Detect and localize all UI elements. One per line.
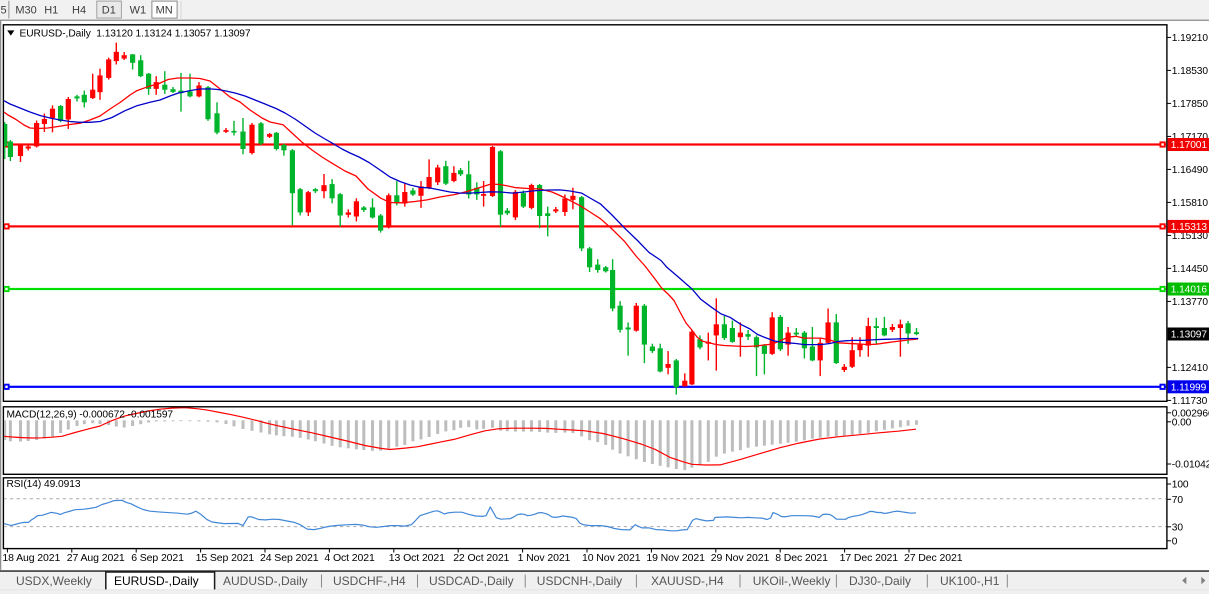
svg-text:0.002966: 0.002966 [1172,409,1209,420]
svg-text:1.17170: 1.17170 [1172,132,1209,143]
svg-text:EURUSD-,Daily: EURUSD-,Daily [114,574,199,588]
svg-text:M30: M30 [15,5,36,17]
svg-text:H4: H4 [72,5,86,17]
svg-text:1.17850: 1.17850 [1172,99,1209,110]
svg-text:1.18530: 1.18530 [1172,66,1209,77]
svg-text:1.16490: 1.16490 [1172,165,1209,176]
svg-text:H1: H1 [44,5,58,17]
svg-text:0: 0 [1172,537,1178,548]
svg-text:15 Sep 2021: 15 Sep 2021 [196,552,255,564]
svg-text:1.19210: 1.19210 [1172,33,1209,44]
svg-text:1.13770: 1.13770 [1172,297,1209,308]
svg-text:24 Sep 2021: 24 Sep 2021 [260,552,319,564]
svg-text:1.13097: 1.13097 [1171,330,1208,341]
svg-text:1.15313: 1.15313 [1171,222,1208,233]
svg-text:EURUSD-,Daily 1.13120 1.13124: EURUSD-,Daily 1.13120 1.13124 1.13057 1.… [20,28,251,39]
svg-text:MACD(12,26,9) -0.000672 -0.001: MACD(12,26,9) -0.000672 -0.001597 [7,409,174,420]
svg-text:100: 100 [1172,480,1189,491]
svg-text:1.11730: 1.11730 [1172,396,1208,407]
svg-text:-0.010422: -0.010422 [1172,460,1209,471]
svg-text:6 Sep 2021: 6 Sep 2021 [131,552,184,564]
svg-text:27 Dec 2021: 27 Dec 2021 [904,552,963,564]
svg-text:17 Dec 2021: 17 Dec 2021 [840,552,899,564]
svg-text:5: 5 [1,5,7,17]
svg-text:MN: MN [156,5,173,17]
svg-text:1.17001: 1.17001 [1171,140,1208,151]
svg-text:1.15810: 1.15810 [1172,198,1209,209]
svg-text:1.14450: 1.14450 [1172,264,1209,275]
svg-text:1.12410: 1.12410 [1172,363,1209,374]
svg-text:1.11999: 1.11999 [1171,383,1207,394]
svg-text:1.15130: 1.15130 [1172,231,1209,242]
svg-text:D1: D1 [102,5,116,17]
svg-text:70: 70 [1172,495,1184,506]
svg-text:RSI(14) 49.0913: RSI(14) 49.0913 [7,479,81,490]
svg-text:4 Oct 2021: 4 Oct 2021 [324,552,375,564]
svg-text:USDX,Weekly: USDX,Weekly [16,574,92,588]
svg-text:USDCAD-,Daily: USDCAD-,Daily [429,574,514,588]
svg-text:1.14016: 1.14016 [1171,285,1208,296]
svg-text:XAUUSD-,H4: XAUUSD-,H4 [651,574,724,588]
svg-text:13 Oct 2021: 13 Oct 2021 [389,552,445,564]
svg-text:19 Nov 2021: 19 Nov 2021 [646,552,705,564]
svg-text:W1: W1 [130,5,147,17]
svg-text:22 Oct 2021: 22 Oct 2021 [453,552,509,564]
svg-text:DJ30-,Daily: DJ30-,Daily [849,574,911,588]
svg-text:27 Aug 2021: 27 Aug 2021 [67,552,125,564]
svg-text:29 Nov 2021: 29 Nov 2021 [711,552,770,564]
svg-text:1 Nov 2021: 1 Nov 2021 [518,552,571,564]
svg-text:UKOil-,Weekly: UKOil-,Weekly [753,574,831,588]
svg-text:30: 30 [1172,523,1184,534]
svg-text:AUDUSD-,Daily: AUDUSD-,Daily [223,574,308,588]
svg-text:0.00: 0.00 [1172,418,1192,429]
svg-text:18 Aug 2021: 18 Aug 2021 [2,552,60,564]
svg-text:USDCHF-,H4: USDCHF-,H4 [333,574,406,588]
svg-text:UK100-,H1: UK100-,H1 [940,574,1000,588]
svg-text:8 Dec 2021: 8 Dec 2021 [775,552,828,564]
svg-text:USDCNH-,Daily: USDCNH-,Daily [537,574,622,588]
svg-text:10 Nov 2021: 10 Nov 2021 [582,552,641,564]
